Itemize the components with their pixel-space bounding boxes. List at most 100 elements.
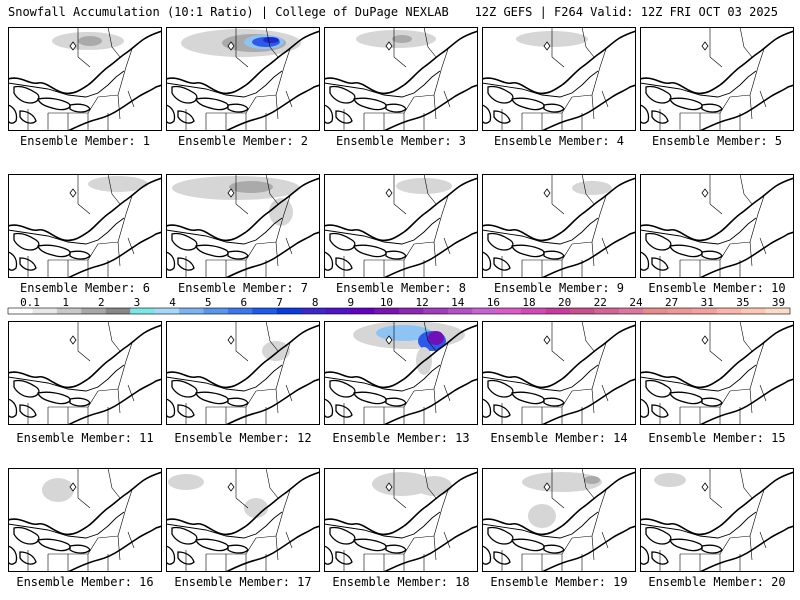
state-border [324,489,451,572]
colorbar-tick-label: 3 [134,296,141,309]
country-border [482,70,599,98]
snowfall-map [482,174,636,278]
colorbar-swatch [32,308,58,314]
great-lake [543,103,565,113]
colorbar-swatch [399,308,424,314]
location-marker-icon [543,335,551,345]
colorbar-tick-label: 4 [169,296,176,309]
state-border [482,489,609,572]
state-border [482,48,609,131]
province-border [709,468,753,509]
colorbar-swatch [423,308,449,314]
location-marker-icon [69,335,77,345]
state-border [166,489,293,572]
province-border [77,468,121,509]
country-border [166,511,283,539]
great-lake [701,544,723,554]
state-border [640,195,767,278]
colorbar-swatch [667,308,693,314]
coastline [699,378,794,425]
snowfall-map [640,321,794,425]
great-lake [227,103,249,113]
location-marker-icon [543,41,551,51]
country-border [8,217,125,245]
snowfall-map [8,468,162,572]
panel-frame [640,321,794,425]
panel-frame [8,321,162,425]
great-lake [69,250,91,260]
ensemble-member-label: Ensemble Member: 20 [648,575,786,589]
location-marker-icon [701,41,709,51]
coastline [324,30,478,95]
ensemble-member-label: Ensemble Member: 19 [490,575,628,589]
coastline [8,324,162,389]
province-border [709,321,753,362]
great-lake [511,97,545,111]
coastline [482,30,636,95]
colorbar-swatch [472,308,498,314]
great-lake [37,391,71,405]
province-border [551,321,595,362]
snowfall-map [482,468,636,572]
great-lake [335,551,353,565]
great-lake [385,544,407,554]
colorbar-swatch [374,308,400,314]
state-border [640,342,767,425]
colorbar-border [7,307,791,315]
great-lake [171,85,198,104]
great-lake [543,544,565,554]
colorbar-swatch [130,308,155,314]
snowfall-contour [428,331,444,345]
coastline [541,525,636,572]
colorbar-tick-label: 1 [62,296,69,309]
great-lake [493,257,511,271]
colorbar-swatch [545,308,571,314]
snowfall-contour [522,472,602,492]
location-marker-icon [543,482,551,492]
great-lake [195,97,229,111]
colorbar-tick-label: 6 [241,296,248,309]
ensemble-member-label: Ensemble Member: 5 [651,134,783,148]
colorbar-swatch [521,308,546,314]
coastline [640,177,794,242]
great-lake [227,397,249,407]
state-border [166,195,293,278]
province-border [235,27,279,68]
state-border [482,342,609,425]
great-lake [701,250,723,260]
great-lake [37,538,71,552]
country-border [324,70,441,98]
great-lake [19,551,37,565]
great-lake [511,538,545,552]
coastline [67,525,162,572]
location-marker-icon [69,482,77,492]
ensemble-member-label: Ensemble Member: 15 [648,431,786,445]
colorbar-swatch [643,308,669,314]
snowfall-map [324,321,478,425]
great-lake [171,526,198,545]
state-border [8,342,135,425]
great-lake [353,391,387,405]
location-marker-icon [385,188,393,198]
ensemble-map-panel [324,27,478,131]
colorbar-tick-label: 5 [205,296,212,309]
great-lake [335,257,353,271]
colorbar-swatch [276,308,302,314]
province-border [235,468,279,509]
great-lake [227,544,249,554]
great-lake [69,544,91,554]
colorbar-swatch [81,308,107,314]
great-lake [651,551,669,565]
coastline [324,471,478,536]
great-lake [177,404,195,418]
panel-frame [166,27,320,131]
panel-frame [8,27,162,131]
ensemble-map-panel [8,174,162,278]
coastline [640,324,794,389]
colorbar-tick-label: 16 [487,296,500,309]
great-lake [669,244,703,258]
coastline [324,324,478,389]
ensemble-map-panel [640,174,794,278]
colorbar-tick-label: 7 [276,296,283,309]
great-lake [329,526,356,545]
